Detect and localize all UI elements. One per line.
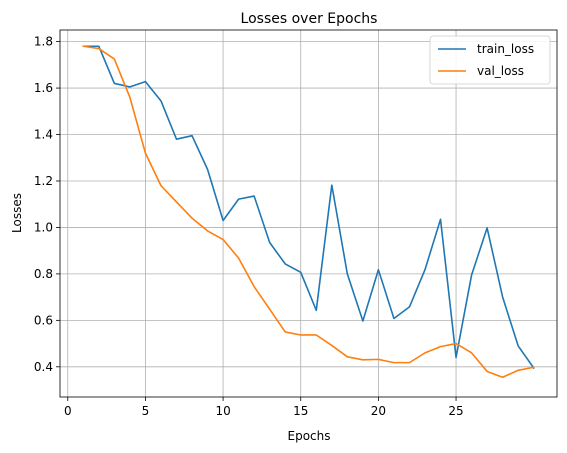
series-lines — [82, 45, 535, 379]
legend-box — [429, 35, 551, 85]
series-line-train-loss — [82, 45, 535, 370]
x-tick-label: 5 — [142, 404, 150, 418]
series-line-val-loss — [82, 45, 535, 379]
y-tick-label: 1.2 — [34, 174, 53, 188]
legend: train_loss val_loss — [429, 35, 551, 85]
chart-title: Losses over Epochs — [241, 11, 378, 27]
x-axis-label: Epochs — [288, 429, 331, 443]
x-tick-label: 10 — [215, 404, 230, 418]
y-tick-label: 1.8 — [34, 35, 53, 49]
y-tick-label: 0.8 — [34, 267, 53, 281]
y-axis-label: Losses — [10, 193, 24, 233]
legend-label: train_loss — [477, 42, 534, 56]
y-tick-label: 1.4 — [34, 128, 53, 142]
x-axis-ticks: 0 5 10 15 20 25 — [64, 397, 464, 418]
y-tick-label: 1.0 — [34, 220, 53, 234]
x-tick-label: 0 — [64, 404, 72, 418]
plot-frame — [59, 29, 558, 398]
legend-label: val_loss — [477, 64, 524, 78]
y-tick-label: 0.6 — [34, 313, 53, 327]
y-tick-label: 1.6 — [34, 81, 53, 95]
x-tick-label: 15 — [293, 404, 308, 418]
y-axis-ticks: 0.4 0.6 0.8 1.0 1.2 1.4 1.6 1.8 — [34, 35, 60, 374]
x-tick-label: 20 — [371, 404, 386, 418]
x-tick-label: 25 — [448, 404, 463, 418]
y-tick-label: 0.4 — [34, 360, 53, 374]
